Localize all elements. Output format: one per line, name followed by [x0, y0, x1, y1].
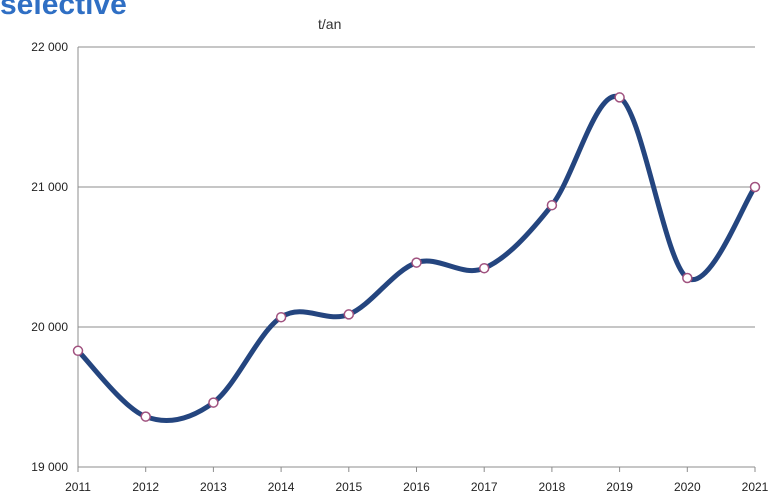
x-tick-label: 2016	[403, 480, 430, 494]
data-point-2016	[411, 257, 422, 268]
y-tick-label: 19 000	[31, 460, 68, 474]
data-point-2015	[343, 309, 355, 320]
data-point-2017	[478, 262, 490, 274]
x-tick-label: 2019	[606, 480, 633, 494]
data-point-2021	[749, 181, 761, 193]
data-point-2020	[682, 272, 693, 284]
data-point-2014	[275, 311, 287, 323]
x-tick-label: 2015	[335, 480, 362, 494]
x-tick-label: 2011	[65, 480, 91, 494]
data-point-2012	[140, 411, 151, 422]
x-tick-label: 2017	[471, 480, 498, 494]
y-tick-label: 20 000	[31, 320, 68, 334]
x-tick-label: 2013	[200, 480, 227, 494]
x-tick-label: 2014	[268, 480, 295, 494]
x-tick-label: 2012	[132, 480, 159, 494]
x-tick-label: 2018	[539, 480, 566, 494]
y-tick-label: 21 000	[31, 180, 68, 194]
data-point-2018	[546, 199, 558, 211]
x-tick-label: 2020	[674, 480, 701, 494]
page-title: selective	[0, 0, 127, 21]
data-point-2019	[614, 92, 625, 103]
x-tick-label: 2021	[742, 480, 769, 494]
data-point-2011	[72, 345, 84, 357]
y-tick-label: 22 000	[31, 40, 68, 54]
data-point-2013	[208, 397, 219, 408]
y-axis-unit-label: t/an	[318, 16, 342, 32]
